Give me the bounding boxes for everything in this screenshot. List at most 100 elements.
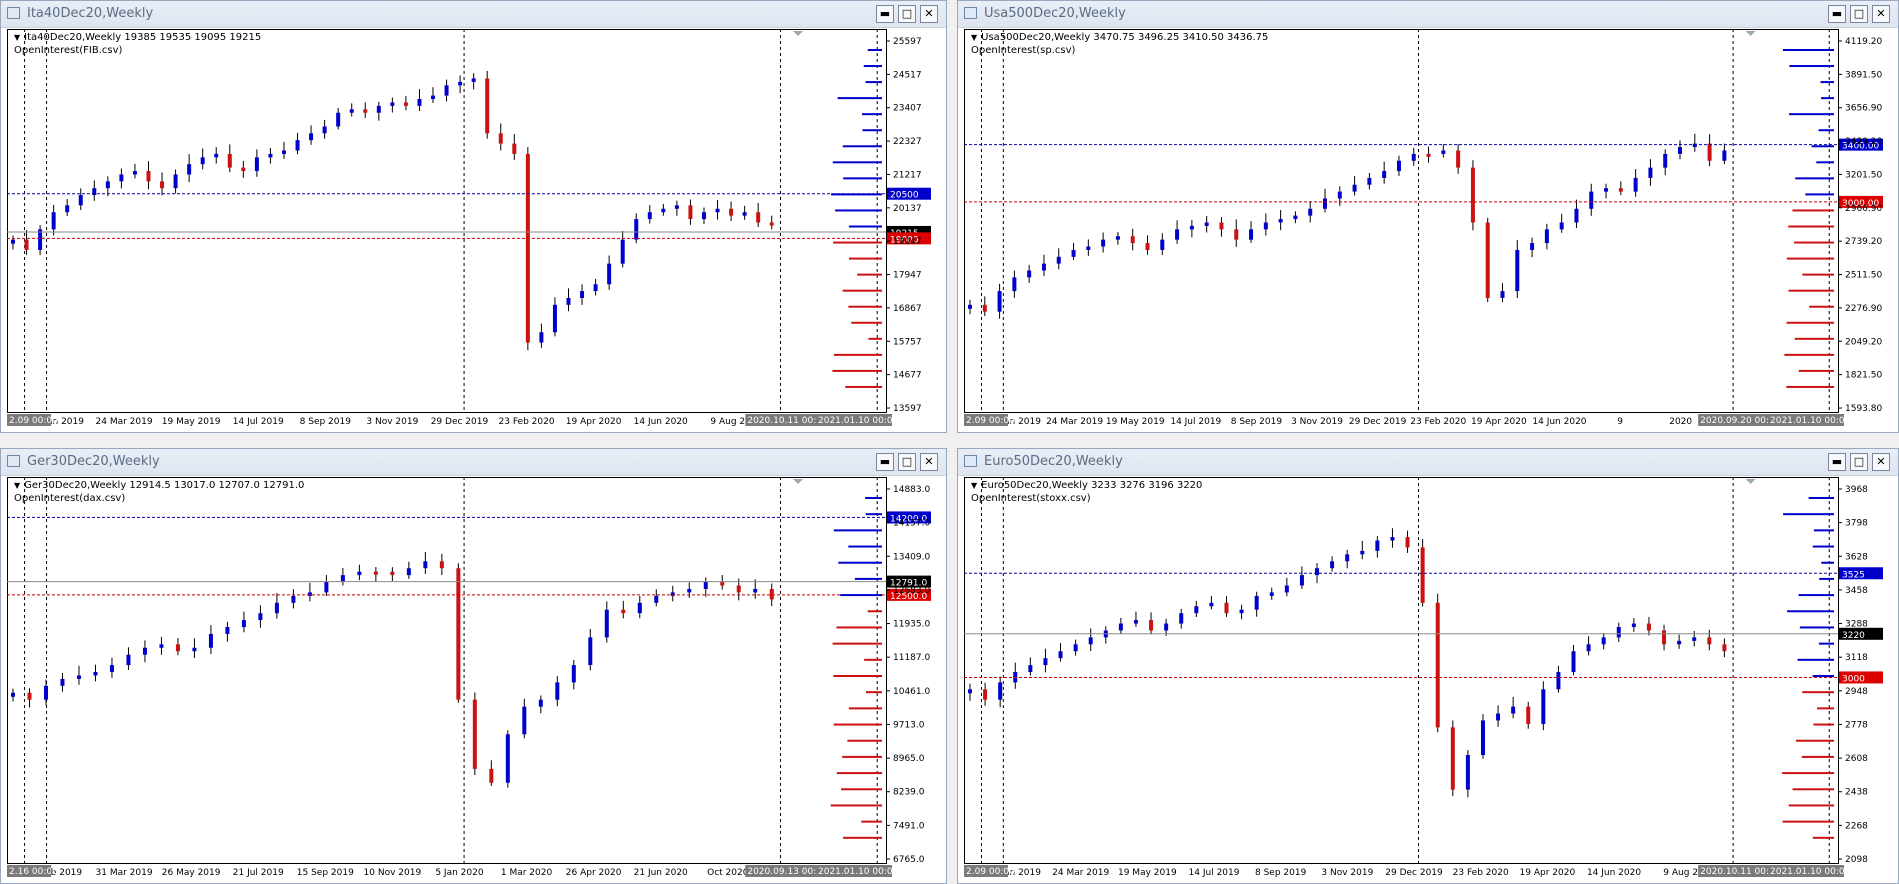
candle-body [753, 588, 758, 593]
title-bar[interactable]: Usa500Dec20,Weekly ▬ □ ✕ [958, 1, 1898, 28]
candle-body [1646, 623, 1651, 631]
candle-body [621, 609, 626, 614]
minimize-button[interactable]: ▬ [1828, 5, 1846, 23]
bullish-candle [1496, 705, 1501, 727]
chart-window-euro50[interactable]: Euro50Dec20,Weekly ▬ □ ✕ 3525 3220 3000 396… [957, 448, 1899, 884]
candle-body [701, 212, 706, 220]
bullish-candle [1056, 248, 1061, 270]
candle-body [1375, 540, 1380, 551]
call-interest-bar [1799, 626, 1834, 629]
bullish-candle [1101, 232, 1106, 253]
minimize-button[interactable]: ▬ [1828, 453, 1846, 471]
call-interest-bar [843, 177, 882, 180]
candle-body [1101, 239, 1106, 247]
collapse-triangle-icon[interactable]: ▼ [14, 33, 21, 42]
bearish-candle [1420, 538, 1425, 607]
bullish-candle [1027, 264, 1032, 283]
chart-window-ita40[interactable]: Ita40Dec20,Weekly ▬ □ ✕ 2050019215190002… [0, 0, 947, 433]
candle-body [1269, 592, 1274, 596]
bullish-candle [11, 688, 15, 702]
y-axis-label: 11187.0 [893, 653, 930, 663]
collapse-triangle-icon[interactable]: ▼ [971, 481, 978, 490]
x-axis-label: 15 Sep 2019 [297, 868, 354, 878]
chart-canvas[interactable]: 3400.00 3000.00 4119.20 3891.50 3656.90 3429.… [964, 29, 1892, 428]
bullish-candle [1071, 242, 1076, 260]
bearish-candle [983, 682, 988, 706]
candle-body [175, 644, 180, 652]
bullish-candle [1118, 617, 1123, 635]
candle-body [132, 171, 137, 175]
candle-body [1496, 713, 1501, 721]
bullish-candle [661, 203, 666, 216]
bearish-candle [390, 567, 395, 581]
indicator-label: OpenInterest(dax.csv) [14, 493, 126, 504]
bullish-candle [1012, 270, 1017, 298]
title-bar[interactable]: Ita40Dec20,Weekly ▬ □ ✕ [1, 1, 946, 28]
candle-body [982, 304, 987, 312]
call-interest-bar [862, 129, 882, 132]
plot-frame [7, 29, 887, 413]
minimize-button[interactable]: ▬ [876, 453, 894, 471]
candle-body [173, 174, 178, 189]
bearish-candle [1618, 181, 1623, 196]
y-axis-label: 3798 [1845, 519, 1868, 529]
call-interest-bar [867, 49, 882, 51]
put-interest-bar [866, 691, 882, 694]
candle-body [1541, 689, 1546, 724]
close-button[interactable]: ✕ [1872, 453, 1890, 471]
maximize-button[interactable]: □ [898, 453, 916, 471]
bullish-candle [1249, 221, 1254, 243]
call-interest-bar [840, 594, 882, 597]
price-chart[interactable]: 14200.0 12791.0 12500.0 14883.0 14157.0 13409… [7, 477, 940, 879]
x-axis-label: 8 Sep 2019 [1231, 417, 1283, 427]
chart-window-ger30[interactable]: Ger30Dec20,Weekly ▬ □ ✕ 14200.0 12791.0 12… [0, 448, 947, 884]
x-cursor-tag-box [745, 865, 822, 877]
title-bar[interactable]: Euro50Dec20,Weekly ▬ □ ✕ [958, 449, 1898, 476]
candle-body [1041, 263, 1046, 271]
candle-body [1189, 225, 1194, 230]
bearish-candle [769, 215, 774, 230]
close-button[interactable]: ✕ [920, 453, 938, 471]
candle-body [24, 239, 29, 250]
candle-body [1337, 191, 1342, 199]
bearish-candle [1435, 593, 1440, 733]
put-interest-bar [1788, 225, 1834, 228]
close-button[interactable]: ✕ [1872, 5, 1890, 23]
price-chart[interactable]: 3400.00 3000.00 4119.20 3891.50 3656.90 3429.… [964, 29, 1892, 428]
candle-body [471, 78, 476, 82]
candle-body [571, 665, 576, 683]
bullish-candle [1604, 183, 1609, 199]
chart-canvas[interactable]: 2050019215190002559724517234072232721217… [7, 29, 940, 428]
y-axis-label: 2268 [1845, 821, 1868, 831]
bearish-candle [1224, 596, 1229, 617]
price-chart[interactable]: 3525 3220 3000 3968 3798 3628 3458 3288 3118 2948… [964, 477, 1892, 879]
maximize-button[interactable]: □ [1850, 5, 1868, 23]
chart-window-usa500[interactable]: Usa500Dec20,Weekly ▬ □ ✕ 3400.00 3000.00 4… [957, 0, 1899, 433]
price-chart[interactable]: 2050019215190002559724517234072232721217… [7, 29, 940, 428]
close-button[interactable]: ✕ [920, 5, 938, 23]
collapse-triangle-icon[interactable]: ▼ [971, 33, 978, 42]
bearish-candle [1722, 638, 1727, 658]
bearish-candle [729, 201, 734, 222]
candle-body [1330, 561, 1335, 569]
candle-body [769, 222, 774, 226]
maximize-button[interactable]: □ [1850, 453, 1868, 471]
minimize-button[interactable]: ▬ [876, 5, 894, 23]
maximize-button[interactable]: □ [898, 5, 916, 23]
shift-marker-icon [793, 479, 804, 484]
chart-canvas[interactable]: 14200.0 12791.0 12500.0 14883.0 14157.0 13409… [7, 477, 940, 879]
candle-body [1559, 222, 1564, 230]
put-interest-bar [1801, 755, 1834, 758]
bearish-candle [227, 144, 232, 173]
bullish-candle [65, 199, 70, 217]
bullish-candle [588, 629, 593, 671]
collapse-triangle-icon[interactable]: ▼ [14, 481, 21, 490]
bullish-candle [1589, 183, 1594, 216]
call-interest-bar [1795, 177, 1834, 180]
candle-body [1631, 623, 1636, 628]
candle-body [1601, 637, 1606, 645]
candle-body [715, 208, 720, 213]
chart-canvas[interactable]: 3525 3220 3000 3968 3798 3628 3458 3288 3118 2948… [964, 477, 1892, 879]
title-bar[interactable]: Ger30Dec20,Weekly ▬ □ ✕ [1, 449, 946, 476]
candle-body [1345, 554, 1350, 562]
